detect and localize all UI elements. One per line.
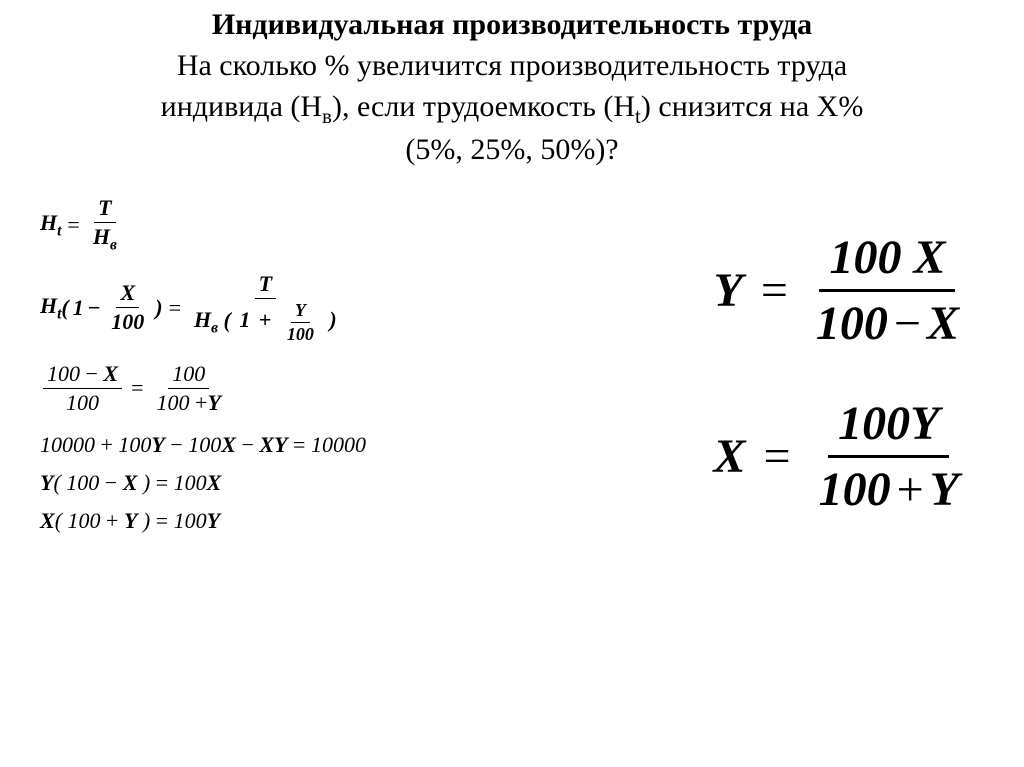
sub-line2a: индивида (Н [161, 90, 322, 123]
content-area: Ht = T Hв Ht ( 1 − X 100 ) = T Hв ( [0, 170, 1024, 710]
deriv-row-4: 10000 + 100Y − 100X − XY = 10000 [40, 432, 366, 458]
eq-X: = [764, 429, 791, 484]
result-formulas: Y = 100 X 100−X X = 100Y 100+Y [714, 230, 970, 562]
header-block: Индивидуальная производительность труда … [0, 0, 1024, 170]
frac-lhs3: 100 − X 100 [43, 361, 122, 416]
deriv-row-1: Ht = T Hв [40, 195, 366, 254]
deriv-row-2: Ht ( 1 − X 100 ) = T Hв ( 1 + Y 100 [40, 271, 366, 345]
frac-X100: X 100 [107, 280, 148, 335]
page-title: Индивидуальная производительность труда [40, 5, 984, 44]
lhs-X: X [714, 429, 746, 484]
deriv-row-6: X( 100 + Y ) = 100Y [40, 508, 366, 534]
formula-Y: Y = 100 X 100−X [714, 230, 970, 351]
lhs-Y: Y [714, 263, 743, 318]
sym-Ht: Ht [40, 210, 61, 240]
frac-X: 100Y 100+Y [809, 396, 969, 517]
frac-Y: 100 X 100−X [806, 230, 969, 351]
frac-rhs3: 100 100 +Y [153, 361, 225, 416]
deriv-row-5: Y( 100 − X ) = 100X [40, 470, 366, 496]
formula-X: X = 100Y 100+Y [714, 396, 970, 517]
sub-line3: (5%, 25%, 50%)? [405, 133, 618, 166]
subtitle: На сколько % увеличится производительнос… [40, 46, 984, 170]
sub-v: в [322, 104, 332, 128]
frac-1: T Hв [89, 195, 121, 254]
sub-line2b: ), если трудоемкость (Н [332, 90, 635, 123]
eq-Y: = [761, 263, 788, 318]
sub-line1: На сколько % увеличится производительнос… [177, 49, 847, 82]
frac-rhs2: T Hв ( 1 + Y 100 ) [190, 271, 341, 345]
sym-Ht2: Ht [40, 293, 61, 323]
deriv-row-3: 100 − X 100 = 100 100 +Y [40, 361, 366, 416]
eq-1: = [67, 212, 79, 238]
derivation-column: Ht = T Hв Ht ( 1 − X 100 ) = T Hв ( [40, 195, 366, 545]
sub-line2c: ) снизится на X% [641, 90, 863, 123]
